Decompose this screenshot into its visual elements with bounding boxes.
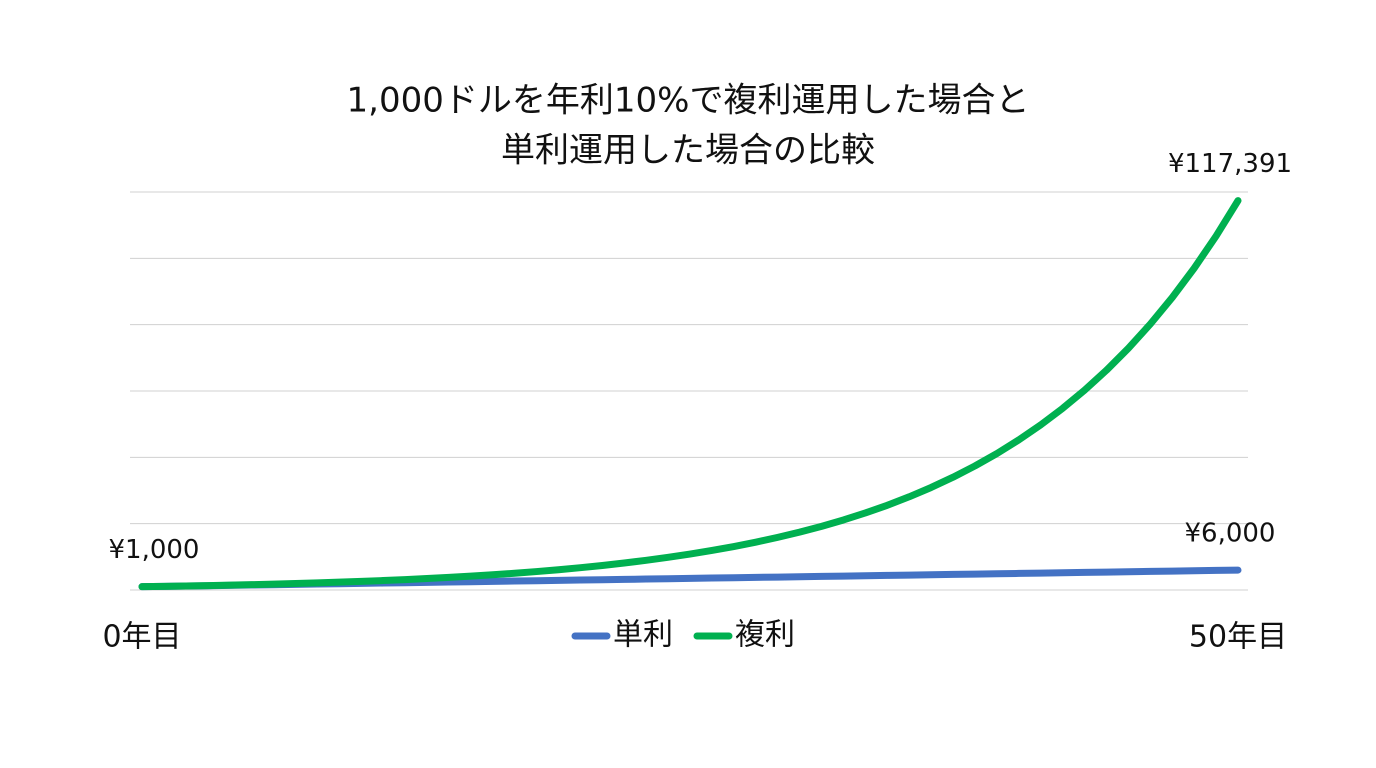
- data-label: ¥1,000: [109, 535, 200, 565]
- chart-title: 1,000ドルを年利10%で複利運用した場合と: [347, 81, 1030, 121]
- legend-label: 複利: [735, 618, 795, 653]
- data-label: ¥6,000: [1185, 519, 1276, 549]
- x-tick-label: 0年目: [102, 620, 181, 655]
- x-tick-label: 50年目: [1189, 620, 1287, 655]
- data-line: [138, 197, 1242, 591]
- data-label: ¥117,391: [1168, 149, 1292, 179]
- chart-title: 単利運用した場合の比較: [501, 131, 875, 171]
- legend-label: 単利: [613, 618, 673, 653]
